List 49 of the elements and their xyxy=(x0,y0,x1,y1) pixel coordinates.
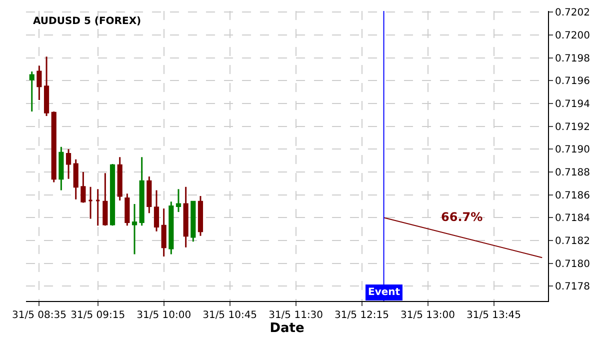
annotation: 66.7% xyxy=(441,210,483,224)
candlestick xyxy=(124,192,130,226)
x-tick-label: 31/5 10:45 xyxy=(202,310,258,321)
x-tick-label: 31/5 13:45 xyxy=(466,310,521,321)
candlestick xyxy=(88,186,94,220)
ref-line-label: Event xyxy=(368,287,400,298)
candlestick xyxy=(58,146,64,191)
candlestick xyxy=(146,176,152,214)
y-tick-label: 0.7202 xyxy=(555,8,590,19)
text: AUDUSD 5 (FOREX) xyxy=(33,16,142,27)
x-tick-label: 31/5 13:00 xyxy=(400,310,455,321)
x-tick-label: 31/5 11:30 xyxy=(268,310,324,321)
candlestick xyxy=(80,171,86,204)
candlestick xyxy=(132,203,138,255)
y-tick-label: 0.7196 xyxy=(555,76,590,88)
y-tick-label: 0.7194 xyxy=(555,98,590,110)
candlestick xyxy=(73,158,78,200)
candlestick xyxy=(161,208,166,258)
x-axis-title: Date xyxy=(270,321,304,336)
y-tick-label: 0.7184 xyxy=(555,213,590,224)
y-tick-label: 0.7200 xyxy=(555,30,590,42)
candlestick xyxy=(29,70,34,112)
y-tick-label: 0.7192 xyxy=(555,122,590,133)
candlestick xyxy=(51,110,56,184)
y-tick-label: 0.7188 xyxy=(555,167,590,178)
y-tick-label: 0.7182 xyxy=(555,236,590,247)
y-tick-label: 0.7198 xyxy=(555,53,590,64)
candlestick xyxy=(139,156,144,226)
candlestick xyxy=(176,188,182,213)
candlestick xyxy=(190,200,196,242)
x-tick-label: 31/5 12:15 xyxy=(334,310,390,321)
candlestick xyxy=(66,148,72,180)
y-tick-label: 0.7180 xyxy=(555,258,590,270)
candlestick xyxy=(102,172,108,226)
x-tick-label: 31/5 09:15 xyxy=(70,310,126,321)
candlestick xyxy=(44,56,50,117)
candlestick xyxy=(168,200,174,255)
y-tick-label: 0.7178 xyxy=(555,282,590,293)
candlestick xyxy=(110,163,116,226)
x-tick-label: 31/5 10:00 xyxy=(136,310,192,321)
candlestick xyxy=(36,65,42,101)
candlestick xyxy=(198,195,204,237)
candlestick xyxy=(95,188,100,226)
y-tick-label: 0.7186 xyxy=(555,190,590,202)
candlestick xyxy=(183,186,188,248)
x-tick-label: 31/5 08:35 xyxy=(12,310,66,321)
candlestick xyxy=(154,190,160,232)
candlestick xyxy=(117,156,122,202)
y-tick-label: 0.7190 xyxy=(555,144,590,156)
